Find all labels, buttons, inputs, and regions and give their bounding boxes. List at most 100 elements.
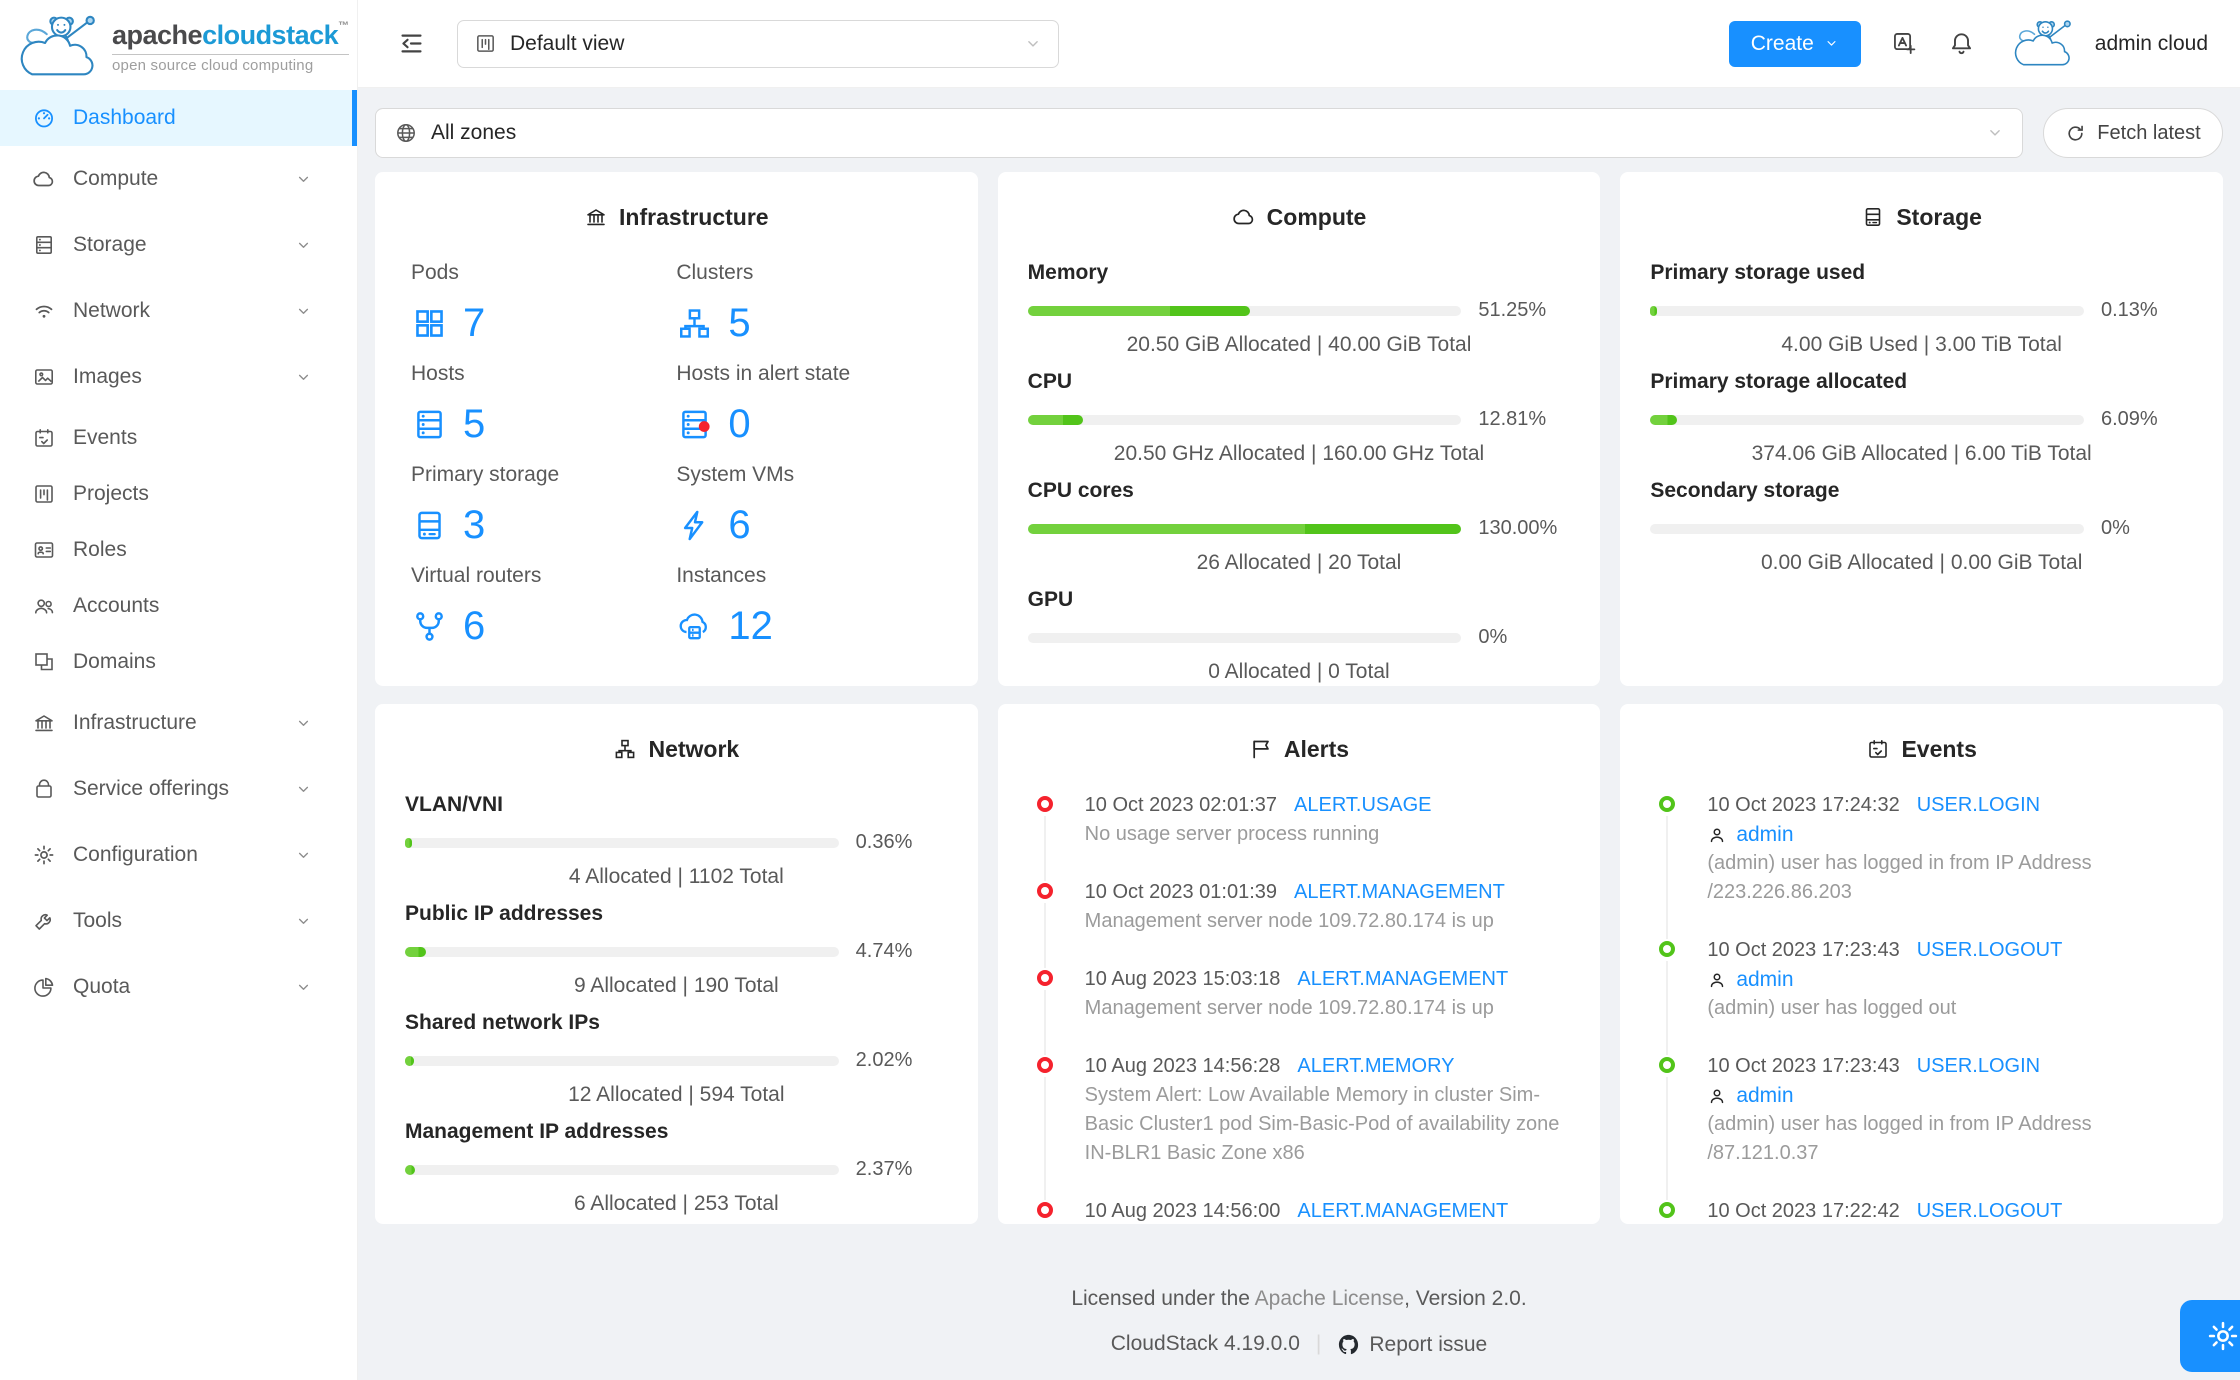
infra-stat-count-link[interactable]: 6 [728,503,751,547]
user-menu[interactable]: admin cloud [2094,31,2208,55]
usage-percent: 0.13% [2101,299,2158,321]
notification-bell-icon[interactable] [1948,30,1975,57]
create-button[interactable]: Create [1728,20,1861,67]
sidebar-item-projects[interactable]: Projects [0,466,357,522]
sidebar-item-configuration[interactable]: Configuration [0,822,357,888]
meter-label: Shared network IPs [405,1011,600,1034]
sidebar-item-label: Dashboard [73,106,176,129]
usage-caption: 0.00 GiB Allocated | 0.00 GiB Total [1760,551,2083,574]
sidebar-item-label: Infrastructure [73,711,197,734]
sidebar-item-label: Accounts [73,594,160,617]
stat-value: 5 [676,301,941,345]
sidebar-item-network[interactable]: Network [0,278,357,344]
usage-caption: 0 Allocated | 0 Total [1208,660,1390,683]
database-icon [411,406,448,443]
translate-icon[interactable] [1891,30,1918,57]
progress-fill [1027,523,1462,534]
usage-caption: 12 Allocated | 594 Total [568,1083,785,1106]
menu-fold-icon[interactable] [398,30,425,57]
sidebar-item-service-offerings[interactable]: Service offerings [0,756,357,822]
event-user-row: admin [1707,820,2193,849]
sidebar-item-label: Images [73,365,142,388]
timeline-dot [1036,1057,1053,1073]
sidebar-item-dashboard[interactable]: Dashboard [0,90,357,146]
event-type-link[interactable]: USER.LOGIN [1916,1055,2041,1077]
apache-license-link[interactable]: Apache License [1254,1287,1405,1310]
sidebar-item-label: Projects [73,482,149,505]
zone-select-value: All zones [431,121,517,144]
meter-row: 0% [1650,517,2193,540]
description: No usage server process running [1084,823,1380,845]
brand-name-cloudstack: cloudstack [202,20,339,50]
sidebar-item-quota[interactable]: Quota [0,954,357,1020]
infra-stat-count-link[interactable]: 5 [463,402,486,446]
infra-stat-count-link[interactable]: 12 [728,604,773,648]
sidebar-item-roles[interactable]: Roles [0,522,357,578]
card-title: Infrastructure [619,204,769,230]
usage-percent: 130.00% [1478,517,1558,539]
event-type-link[interactable]: USER.LOGIN [1916,794,2041,816]
infra-stat-count-link[interactable]: 7 [463,301,486,345]
event-type-link[interactable]: ALERT.MANAGEMENT [1297,968,1509,990]
fetch-latest-button[interactable]: Fetch latest [2043,108,2223,158]
sidebar-item-accounts[interactable]: Accounts [0,578,357,634]
user-link[interactable]: admin [1736,1084,1794,1107]
sidebar-item-storage[interactable]: Storage [0,212,357,278]
chevron-down-icon [1986,124,2004,142]
usage-caption: 20.50 GiB Allocated | 40.00 GiB Total [1126,333,1472,356]
stat-label: Clusters [676,261,754,284]
infra-stat-count-link[interactable]: 6 [463,604,486,648]
timestamp: 10 Oct 2023 17:24:32 [1707,794,1900,816]
infra-stat-count-link[interactable]: 5 [728,301,751,345]
event-type-link[interactable]: ALERT.USAGE [1294,794,1432,816]
progress-bar [1027,305,1462,316]
alert-item: 10 Aug 2023 14:56:00 ALERT.MANAGEMENT [1036,1196,1571,1224]
sidebar-item-label: Events [73,426,138,449]
user-link[interactable]: admin [1736,968,1794,991]
event-type-link[interactable]: ALERT.MEMORY [1297,1055,1455,1077]
zone-select[interactable]: All zones [375,108,2023,158]
meter-label: Primary storage allocated [1650,370,1908,393]
meter-row: 0% [1027,626,1571,649]
infra-stat-hosts-in-alert-state: Hosts in alert state 0 [676,359,941,446]
alert-item: 10 Oct 2023 02:01:37 ALERT.USAGE No usage … [1036,790,1571,881]
sidebar-item-infrastructure[interactable]: Infrastructure [0,690,357,756]
event-type-link[interactable]: USER.LOGOUT [1916,1200,2063,1222]
sidebar-item-compute[interactable]: Compute [0,146,357,212]
project-settings-button[interactable] [2180,1300,2240,1372]
timeline-dot [1036,1202,1053,1218]
flag-icon [1249,737,1273,761]
event-type-link[interactable]: ALERT.MANAGEMENT [1294,881,1505,903]
sidebar-item-tools[interactable]: Tools [0,888,357,954]
sidebar-item-images[interactable]: Images [0,344,357,410]
usage-meter-secondary-storage: Secondary storage 0% 0.00 GiB Allocated | … [1650,476,2193,578]
app-logo[interactable]: apachecloudstack™ open source cloud comp… [0,0,357,88]
infra-stat-count-link[interactable]: 3 [463,503,486,547]
user-link[interactable]: admin [1736,823,1794,846]
cluster-icon [613,737,637,761]
sidebar-item-domains[interactable]: Domains [0,634,357,690]
infra-stat-count-link[interactable]: 0 [728,402,751,446]
cloud-icon [32,167,56,191]
event-type-link[interactable]: ALERT.MANAGEMENT [1297,1200,1509,1222]
sidebar-item-events[interactable]: Events [0,410,357,466]
chevron-down-icon [295,369,312,386]
gear-icon [32,843,56,867]
sidebar-item-label: Service offerings [73,777,230,800]
chevron-down-icon [1824,36,1839,51]
report-issue-link[interactable]: Report issue [1337,1322,1487,1367]
brand-wordmark: apachecloudstack™ open source cloud comp… [112,20,349,74]
cluster-icon [676,305,713,342]
card-header: Infrastructure [405,202,948,232]
card-title: Alerts [1283,736,1350,762]
event-type-link[interactable]: USER.LOGOUT [1916,939,2063,961]
usage-caption: 374.06 GiB Allocated | 6.00 TiB Total [1751,442,2092,465]
description: (admin) user has logged out [1707,997,1957,1019]
view-select[interactable]: Default view [457,19,1059,68]
chevron-down-icon [1024,35,1042,53]
user-avatar[interactable] [2005,16,2081,72]
user-icon [1707,1086,1727,1106]
event-user-row: admin [1707,1081,2193,1110]
timeline-dot [1659,1057,1676,1073]
